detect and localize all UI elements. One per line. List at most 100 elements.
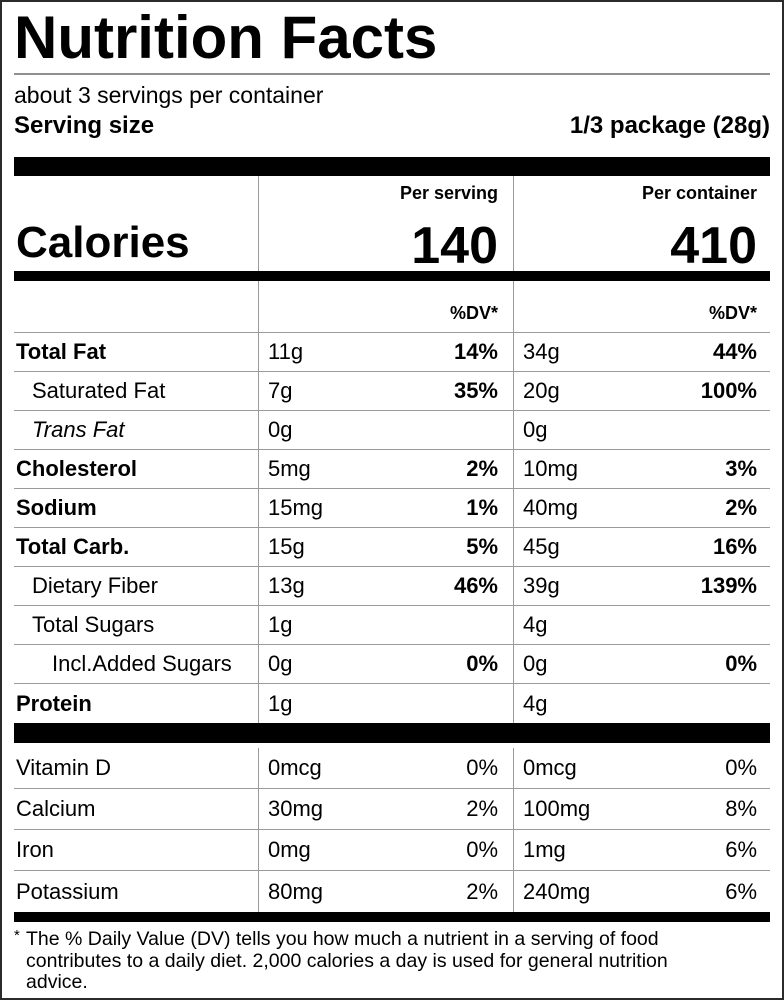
per-serving-header: Per serving: [399, 183, 498, 203]
serving-amount: 7g: [258, 372, 388, 410]
serving-daily-value: 0%: [466, 755, 498, 780]
container-amount: 34g: [513, 333, 643, 371]
nutrient-name: Incl.Added Sugars: [52, 651, 232, 676]
footnote-asterisk: *: [14, 927, 20, 944]
nutrient-name: Sodium: [16, 495, 97, 520]
container-daily-value: 0%: [725, 651, 757, 676]
footnote-text: The % Daily Value (DV) tells you how muc…: [26, 928, 668, 993]
servings-per-container: about 3 servings per container: [14, 82, 324, 108]
calories-per-container-column: Per container 410: [513, 176, 770, 272]
nutrient-row: Dietary Fiber 13g 46% 39g 139%: [14, 567, 770, 606]
serving-amount: 13g: [258, 567, 388, 605]
daily-value-footnote: * The % Daily Value (DV) tells you how m…: [14, 927, 686, 994]
container-daily-value: [643, 606, 770, 644]
calories-per-serving-value: 140: [411, 217, 498, 275]
nutrient-name: Dietary Fiber: [32, 573, 158, 598]
container-daily-value: 6%: [725, 878, 757, 904]
container-daily-value: 44%: [712, 339, 757, 364]
nutrient-name: Cholesterol: [16, 456, 138, 481]
serving-daily-value: 1%: [466, 495, 498, 520]
daily-value-header-row: %DV* %DV*: [14, 281, 770, 333]
container-amount: 45g: [513, 528, 643, 566]
serving-amount: 11g: [258, 333, 388, 371]
serving-daily-value: 2%: [466, 878, 498, 904]
nutrient-row: Potassium 80mg 2% 240mg 6%: [14, 871, 770, 912]
container-amount: 0g: [513, 645, 643, 683]
serving-daily-value: 14%: [453, 339, 498, 364]
nutrient-row: Incl.Added Sugars 0g 0% 0g 0%: [14, 645, 770, 684]
serving-amount: 0mcg: [258, 748, 388, 788]
container-amount: 20g: [513, 372, 643, 410]
nutrient-row: Total Carb. 15g 5% 45g 16%: [14, 528, 770, 567]
container-amount: 39g: [513, 567, 643, 605]
serving-daily-value: 0%: [466, 651, 498, 676]
micronutrients-table: Vitamin D 0mcg 0% 0mcg 0% Calcium 30mg 2…: [14, 748, 770, 912]
calories-per-serving-column: Per serving 140: [258, 176, 513, 275]
thick-divider-bar-protein: [14, 723, 770, 743]
dv-header-serving: %DV*: [449, 303, 498, 323]
nutrient-name: Protein: [16, 690, 92, 716]
nutrient-row: Sodium 15mg 1% 40mg 2%: [14, 489, 770, 528]
serving-amount: 80mg: [258, 871, 388, 912]
nutrition-facts-title: Nutrition Facts: [14, 4, 438, 71]
serving-amount: 15mg: [258, 489, 388, 527]
nutrient-row: Total Sugars 1g 4g: [14, 606, 770, 645]
nutrient-name: Total Fat: [16, 339, 107, 364]
container-daily-value: [643, 411, 770, 449]
serving-amount: 30mg: [258, 789, 388, 829]
per-container-header: Per container: [641, 183, 757, 203]
nutrient-name: Saturated Fat: [32, 378, 166, 403]
serving-amount: 0g: [258, 411, 388, 449]
nutrient-name: Vitamin D: [16, 755, 111, 780]
nutrient-row: Cholesterol 5mg 2% 10mg 3%: [14, 450, 770, 489]
calories-label: Calories: [16, 218, 190, 267]
container-daily-value: 8%: [725, 796, 757, 821]
serving-daily-value: [388, 606, 513, 644]
serving-size-row: Serving size 1/3 package (28g): [14, 111, 770, 141]
calories-section: Calories Per serving 140 Per container 4…: [14, 176, 770, 275]
serving-amount: 5mg: [258, 450, 388, 488]
container-amount: 0mcg: [513, 748, 643, 788]
container-amount: 10mg: [513, 450, 643, 488]
container-daily-value: 0%: [725, 755, 757, 780]
serving-daily-value: [388, 411, 513, 449]
nutrients-table: Total Fat 11g 14% 34g 44% Saturated Fat …: [14, 333, 770, 723]
medium-divider-bar-calories: [14, 271, 770, 281]
serving-daily-value: 0%: [466, 837, 498, 862]
serving-daily-value: 46%: [453, 573, 498, 598]
serving-amount: 0g: [258, 645, 388, 683]
serving-daily-value: [388, 684, 513, 723]
container-daily-value: 16%: [712, 534, 757, 559]
nutrient-row: Protein 1g 4g: [14, 684, 770, 723]
container-daily-value: 139%: [700, 573, 757, 598]
nutrient-row: Trans Fat 0g 0g: [14, 411, 770, 450]
serving-daily-value: 2%: [466, 796, 498, 821]
serving-amount: 1g: [258, 606, 388, 644]
nutrient-name: Total Sugars: [32, 612, 155, 637]
nutrient-row: Total Fat 11g 14% 34g 44%: [14, 333, 770, 372]
nutrient-name: Iron: [16, 837, 54, 862]
container-daily-value: 3%: [725, 456, 757, 481]
container-amount: 4g: [513, 606, 643, 644]
serving-daily-value: 2%: [466, 456, 498, 481]
container-amount: 4g: [513, 684, 643, 723]
serving-size-label: Serving size: [14, 112, 155, 139]
medium-divider-bar-bottom: [14, 912, 770, 922]
serving-size-value: 1/3 package (28g): [569, 112, 770, 139]
nutrient-name: Calcium: [16, 796, 96, 821]
container-daily-value: 6%: [725, 837, 757, 862]
container-amount: 1mg: [513, 830, 643, 870]
title-rule: [14, 73, 770, 75]
container-daily-value: 2%: [725, 495, 757, 520]
dv-header-container: %DV*: [708, 303, 757, 323]
container-daily-value: 100%: [700, 378, 757, 403]
nutrient-row: Calcium 30mg 2% 100mg 8%: [14, 789, 770, 830]
nutrient-name: Total Carb.: [16, 534, 130, 559]
nutrient-row: Vitamin D 0mcg 0% 0mcg 0%: [14, 748, 770, 789]
nutrient-name: Potassium: [16, 878, 119, 904]
container-daily-value: [643, 684, 770, 723]
container-amount: 0g: [513, 411, 643, 449]
thick-divider-bar-top: [14, 157, 770, 176]
nutrient-name: Trans Fat: [32, 417, 125, 442]
